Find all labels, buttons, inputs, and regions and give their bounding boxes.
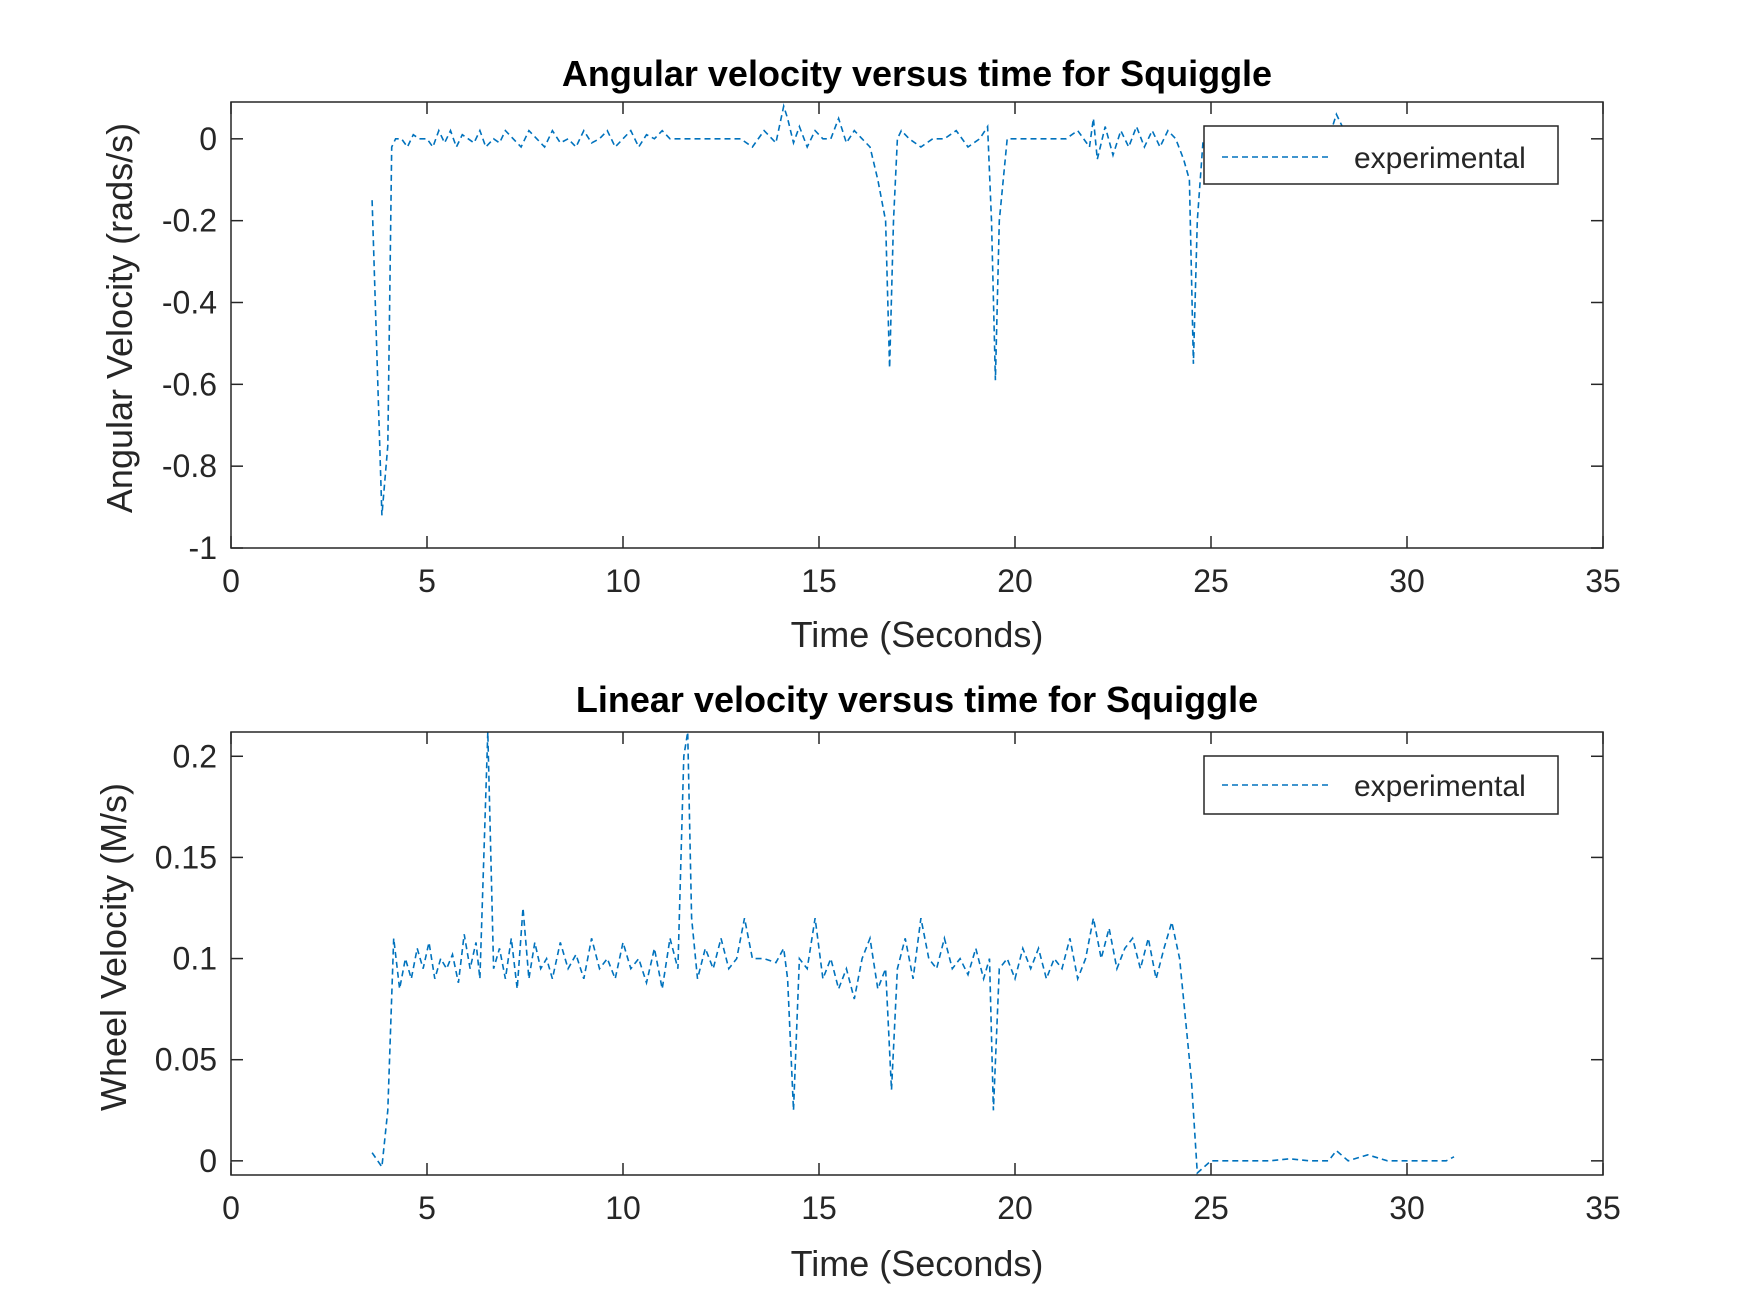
linear-y-axis-label: Wheel Velocity (M/s) <box>93 783 134 1111</box>
linear-legend-label: experimental <box>1354 770 1526 803</box>
angular-plot-title: Angular velocity versus time for Squiggl… <box>562 53 1272 94</box>
linear-y-tick-label: 0 <box>199 1143 217 1179</box>
angular-y-tick-label: 0 <box>199 121 217 157</box>
linear-x-tick-label: 5 <box>418 1190 436 1226</box>
angular-velocity-plot: Angular velocity versus time for Squiggl… <box>99 53 1621 655</box>
angular-x-tick-label: 5 <box>418 563 436 599</box>
linear-velocity-plot: Linear velocity versus time for Squiggle… <box>93 679 1621 1284</box>
linear-plot-title: Linear velocity versus time for Squiggle <box>576 679 1258 720</box>
angular-x-tick-label: 25 <box>1193 563 1229 599</box>
linear-y-tick-label: 0.15 <box>155 839 217 875</box>
linear-x-tick-label: 20 <box>997 1190 1033 1226</box>
angular-y-axis-label: Angular Velocity (rads/s) <box>99 123 140 513</box>
linear-series-line-0 <box>371 732 1455 1175</box>
linear-x-tick-label: 25 <box>1193 1190 1229 1226</box>
linear-x-tick-label: 15 <box>801 1190 837 1226</box>
angular-legend: experimental <box>1203 125 1559 185</box>
angular-y-tick-label: -0.4 <box>162 284 217 320</box>
angular-x-tick-label: 0 <box>222 563 240 599</box>
linear-x-tick-label: 35 <box>1585 1190 1621 1226</box>
linear-x-tick-label: 0 <box>222 1190 240 1226</box>
linear-x-tick-label: 10 <box>605 1190 641 1226</box>
angular-x-tick-label: 15 <box>801 563 837 599</box>
linear-x-tick-label: 30 <box>1389 1190 1425 1226</box>
angular-x-tick-label: 35 <box>1585 563 1621 599</box>
linear-y-tick-label: 0.2 <box>173 738 217 774</box>
angular-series-line-0 <box>371 102 1447 516</box>
linear-x-axis-label: Time (Seconds) <box>791 1243 1044 1284</box>
angular-series-group <box>371 102 1447 516</box>
angular-legend-box <box>1203 125 1559 185</box>
angular-y-tick-label: -0.8 <box>162 448 217 484</box>
angular-plot-frame <box>230 101 1604 549</box>
linear-y-tick-label: 0.05 <box>155 1042 217 1078</box>
linear-axis-ticks: 0 5 10 15 20 25 30 35 0.2 0.15 0.1 0.05 0 <box>155 732 1621 1226</box>
linear-plot-frame <box>230 731 1604 1176</box>
angular-axis-ticks: 0 5 10 15 20 25 30 35 0 -0.2 -0.4 -0.6 -0.8 -1 <box>162 102 1621 599</box>
linear-series-group <box>371 732 1455 1175</box>
angular-y-tick-label: -1 <box>189 530 217 566</box>
angular-y-tick-label: -0.6 <box>162 366 217 402</box>
angular-x-tick-label: 10 <box>605 563 641 599</box>
angular-x-axis-label: Time (Seconds) <box>791 614 1044 655</box>
linear-legend: experimental <box>1203 755 1559 815</box>
angular-x-tick-label: 30 <box>1389 563 1425 599</box>
linear-y-tick-label: 0.1 <box>173 941 217 977</box>
angular-x-tick-label: 20 <box>997 563 1033 599</box>
angular-y-tick-label: -0.2 <box>162 203 217 239</box>
angular-legend-label: experimental <box>1354 142 1526 175</box>
